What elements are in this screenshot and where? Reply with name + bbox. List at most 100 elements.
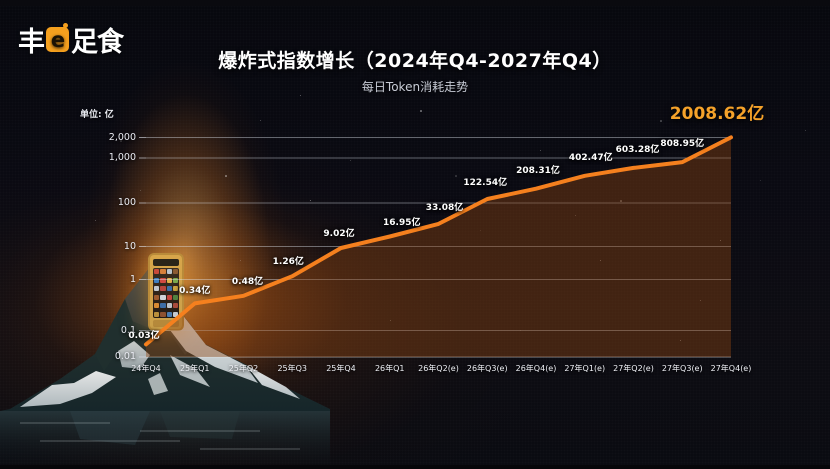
star	[540, 150, 541, 151]
star	[455, 175, 457, 177]
star	[680, 340, 681, 341]
x-axis-tick-label: 25年Q4	[326, 364, 356, 373]
vending-item	[166, 303, 172, 309]
data-point-label: 1.26亿	[272, 257, 304, 268]
vending-machine-screen	[153, 259, 179, 266]
data-point-label: 402.47亿	[568, 152, 613, 163]
vending-item	[166, 269, 172, 274]
vending-item	[166, 311, 172, 317]
x-axis-tick-label: 25年Q2	[228, 364, 259, 373]
vending-shelf	[154, 269, 178, 274]
y-axis-tick-label: 0.01	[114, 351, 136, 362]
iceberg-svg	[0, 267, 330, 464]
vending-machine-base	[153, 320, 179, 327]
data-point-label: 122.54亿	[463, 178, 508, 189]
y-axis-unit-label: 单位: 亿	[80, 110, 114, 120]
star	[120, 140, 122, 142]
star	[260, 120, 261, 121]
star	[480, 230, 481, 231]
x-axis-tick-label: 26年Q2(e)	[418, 364, 459, 373]
data-point-label: 0.03亿	[128, 331, 160, 342]
top-letterbox-bar	[0, 0, 830, 6]
vending-item	[160, 303, 166, 309]
brand-logo: 丰 e 足食	[18, 20, 124, 59]
star	[520, 330, 521, 331]
star	[95, 220, 96, 221]
vending-item	[172, 277, 178, 283]
vending-item	[154, 269, 160, 274]
vending-item	[160, 277, 166, 283]
data-point-label: 208.31亿	[516, 165, 560, 176]
vending-item	[160, 294, 166, 300]
star	[140, 190, 141, 191]
data-point-label: 808.95亿	[660, 139, 705, 150]
star	[700, 300, 701, 301]
vending-item	[154, 303, 160, 309]
data-point-label: 2008.62亿	[669, 104, 765, 125]
star	[660, 120, 662, 122]
star	[310, 200, 311, 201]
vending-item	[166, 286, 172, 292]
data-point-label: 16.95亿	[383, 217, 421, 228]
x-axis-tick-label: 27年Q4(e)	[710, 364, 752, 373]
data-point-label: 0.48亿	[231, 276, 264, 287]
brand-text-after: 足食	[71, 27, 124, 58]
vending-item	[154, 277, 160, 283]
y-axis-tick-label: 2,000	[108, 131, 136, 143]
star	[720, 240, 721, 241]
star	[300, 95, 301, 96]
star	[600, 260, 601, 261]
vending-shelf	[154, 311, 178, 317]
vending-shelf	[154, 286, 178, 292]
star	[420, 110, 422, 112]
y-axis-tick-label: 1	[129, 273, 136, 285]
vending-item	[160, 286, 166, 292]
page-subtitle: 每日Token消耗走势	[361, 80, 469, 94]
data-point-label: 0.34亿	[179, 286, 211, 297]
series-area	[146, 137, 731, 357]
vending-item	[172, 269, 178, 274]
series-line	[144, 135, 733, 347]
vending-item	[172, 294, 178, 300]
x-axis-tick-label: 26年Q4(e)	[515, 364, 557, 373]
star	[350, 160, 351, 161]
star	[225, 175, 227, 177]
vending-shelf	[154, 303, 178, 309]
y-axis-tick-label: 10	[123, 240, 136, 252]
star	[390, 320, 391, 321]
vending-item	[172, 286, 178, 292]
vending-item	[154, 294, 160, 300]
y-axis-tick-label: 0.1	[120, 324, 136, 336]
star	[620, 200, 622, 202]
star	[240, 260, 241, 261]
y-axis-tick-label: 100	[117, 197, 136, 208]
data-point-label: 33.08亿	[425, 202, 464, 213]
gridlines	[139, 137, 731, 358]
vending-item	[154, 286, 160, 292]
vending-item	[160, 269, 166, 274]
brand-e-mark: e	[46, 23, 69, 52]
vending-shelf	[154, 294, 178, 300]
star	[805, 130, 806, 131]
x-axis-tick-label: 25年Q1	[179, 364, 210, 373]
data-point-label: 603.28亿	[615, 144, 660, 155]
bottom-letterbox-bar	[0, 465, 830, 469]
x-axis-tick-label: 27年Q3(e)	[661, 364, 703, 373]
brand-text-before: 丰	[18, 27, 45, 58]
data-point-label: 9.02亿	[323, 228, 355, 239]
iceberg-illustration	[0, 259, 330, 469]
vending-item	[166, 294, 172, 300]
x-axis-tick-label: 26年Q1	[374, 364, 405, 373]
x-axis-tick-label: 25年Q3	[277, 364, 308, 373]
vending-machine-glass	[153, 268, 179, 318]
vending-item	[172, 311, 178, 317]
x-axis-tick-label: 27年Q1(e)	[564, 364, 606, 373]
vending-item	[172, 303, 178, 309]
vending-shelf	[154, 277, 178, 283]
x-axis-tick-label: 24年Q4	[131, 364, 161, 373]
vending-item	[166, 277, 172, 283]
star	[760, 180, 761, 181]
y-axis-tick-label: 1,000	[108, 152, 136, 163]
